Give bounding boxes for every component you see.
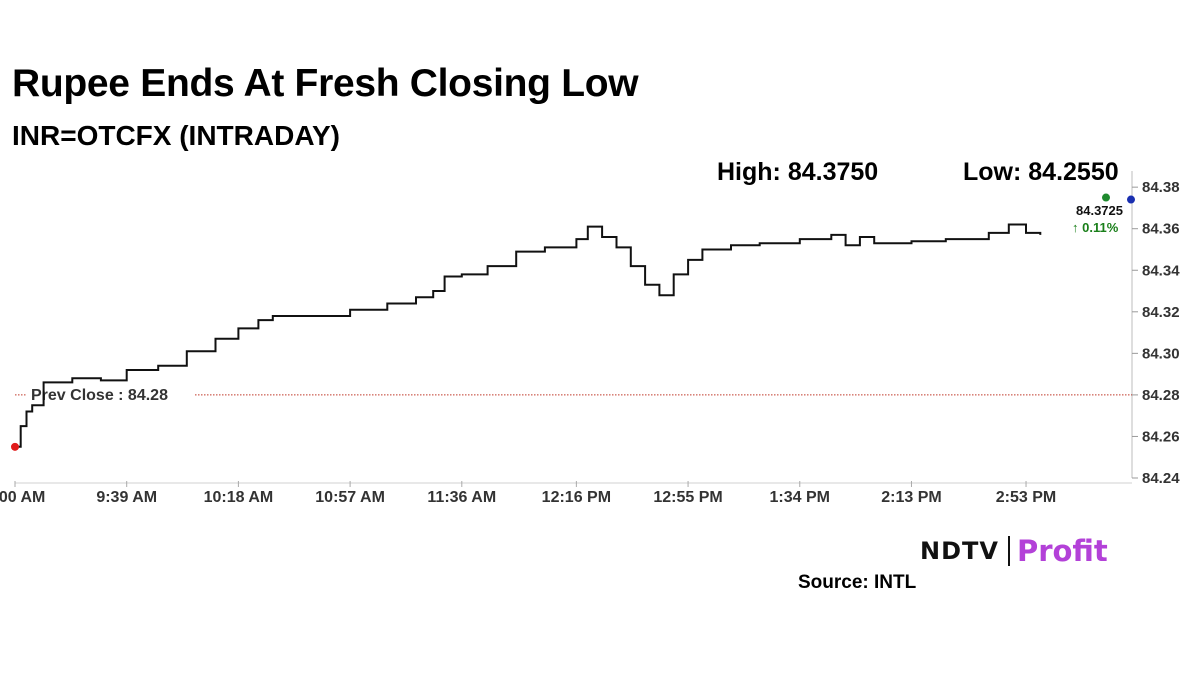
price-series-line: [15, 223, 1042, 448]
y-tick-label: 84.32: [1142, 304, 1180, 321]
chart-subtitle: INR=OTCFX (INTRADAY): [12, 120, 340, 151]
x-tick-label: 2:53 PM: [996, 489, 1056, 506]
x-tick-label: 9:39 AM: [96, 489, 157, 506]
x-tick-label: 11:36 AM: [427, 489, 496, 506]
x-tick-label: 1:34 PM: [770, 489, 830, 506]
prev-close-label-bg: [26, 383, 194, 404]
y-tick-label: 84.36: [1142, 221, 1180, 238]
chart-title: Rupee Ends At Fresh Closing Low: [12, 62, 639, 105]
last-price-marker: [1127, 195, 1135, 204]
x-tick-label: 10:57 AM: [315, 489, 385, 506]
y-tick-label: 84.38: [1142, 179, 1180, 196]
prev-close-label: Prev Close : 84.28: [31, 387, 168, 404]
change-percent-label: ↑ 0.11%: [1072, 220, 1119, 235]
low-label: Low: 84.2550: [963, 158, 1119, 186]
x-tick-label: 2:13 PM: [881, 489, 941, 506]
brand-profit: Profit: [1016, 534, 1108, 568]
y-tick-label: 84.28: [1142, 387, 1180, 404]
y-tick-label: 84.24: [1142, 470, 1180, 487]
brand-divider: [1007, 536, 1010, 566]
ndtv-profit-logo: NDTV Profit: [920, 534, 1108, 568]
source-note: Source: INTL: [798, 572, 917, 593]
y-tick-label: 84.34: [1142, 262, 1180, 279]
y-tick-label: 84.26: [1142, 428, 1180, 445]
day-high-marker: [1102, 193, 1110, 202]
y-tick-label: 84.30: [1142, 345, 1180, 362]
x-tick-label: 9:00 AM: [0, 489, 45, 506]
x-tick-label: 12:55 PM: [653, 489, 722, 506]
high-label: High: 84.3750: [717, 158, 879, 186]
day-low-marker: [11, 442, 19, 451]
brand-ndtv: NDTV: [920, 537, 999, 565]
last-value-label: 84.3725: [1076, 203, 1123, 218]
x-tick-label: 12:16 PM: [542, 489, 611, 506]
x-tick-label: 10:18 AM: [204, 489, 274, 506]
